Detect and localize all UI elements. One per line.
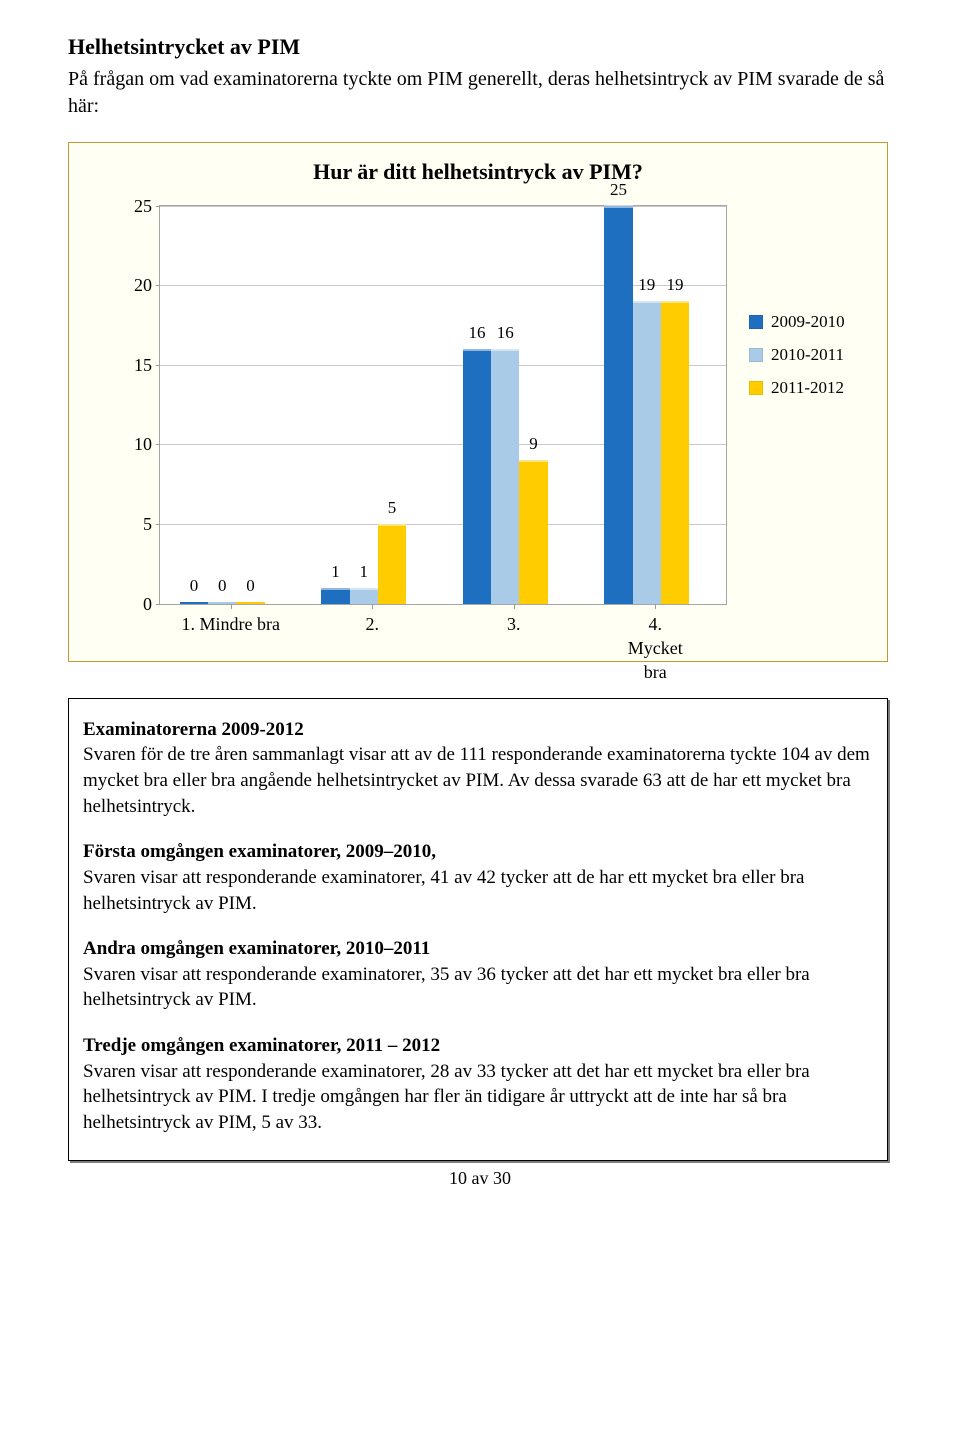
page-number: 10 av 30	[0, 1166, 960, 1190]
chart-container: Hur är ditt helhetsintryck av PIM? 05101…	[68, 142, 888, 662]
commentary-body: Svaren visar att responderande examinato…	[83, 867, 804, 914]
legend-label: 2011-2012	[771, 377, 844, 400]
y-axis-label: 5	[116, 512, 152, 536]
commentary-box: Examinatorerna 2009-2012 Svaren för de t…	[68, 698, 888, 1161]
y-axis-label: 25	[116, 194, 152, 218]
commentary-heading: Examinatorerna 2009-2012	[83, 719, 304, 740]
bar-value-label: 1	[331, 561, 340, 584]
commentary-heading: Andra omgången examinatorer, 2010–2011	[83, 938, 430, 959]
y-axis-label: 15	[116, 353, 152, 377]
intro-paragraph: På frågan om vad examinatorerna tyckte o…	[68, 66, 892, 120]
bar-value-label: 0	[246, 575, 255, 598]
legend-swatch	[749, 315, 763, 329]
chart-bar: 16	[491, 349, 519, 604]
commentary-heading: Tredje omgången examinatorer, 2011 – 201…	[83, 1035, 440, 1056]
bar-value-label: 16	[468, 322, 485, 345]
legend-item: 2011-2012	[749, 377, 869, 400]
y-axis-label: 0	[116, 592, 152, 616]
x-axis-label: 1. Mindre bra	[182, 612, 280, 636]
legend-swatch	[749, 381, 763, 395]
bar-value-label: 9	[529, 433, 538, 456]
chart-bar: 9	[519, 460, 547, 603]
commentary-section: Tredje omgången examinatorer, 2011 – 201…	[83, 1033, 873, 1136]
chart-legend: 2009-2010 2010-2011 2011-2012	[749, 311, 869, 410]
legend-label: 2010-2011	[771, 344, 844, 367]
chart-bar: 19	[633, 301, 661, 603]
x-axis-label: 2.	[366, 612, 380, 636]
page: Helhetsintrycket av PIM På frågan om vad…	[0, 0, 960, 1209]
bar-value-label: 25	[610, 179, 627, 202]
chart-bar: 1	[321, 588, 349, 604]
legend-item: 2009-2010	[749, 311, 869, 334]
chart-bar: 25	[604, 206, 632, 604]
bar-value-label: 0	[218, 575, 227, 598]
chart-title: Hur är ditt helhetsintryck av PIM?	[69, 157, 887, 187]
bar-value-label: 1	[360, 561, 369, 584]
commentary-body: Svaren för de tre åren sammanlagt visar …	[83, 744, 870, 816]
bar-value-label: 16	[497, 322, 514, 345]
commentary-section: Första omgången examinatorer, 2009–2010,…	[83, 839, 873, 916]
chart-bar: 0	[180, 602, 208, 604]
chart-bar: 0	[236, 602, 264, 604]
chart-bar: 1	[350, 588, 378, 604]
chart-bar: 19	[661, 301, 689, 603]
y-axis-label: 20	[116, 273, 152, 297]
page-title: Helhetsintrycket av PIM	[68, 32, 892, 62]
chart-bar: 16	[463, 349, 491, 604]
bar-value-label: 5	[388, 497, 397, 520]
chart-bar: 5	[378, 524, 406, 604]
commentary-section: Andra omgången examinatorer, 2010–2011 S…	[83, 936, 873, 1013]
chart-bar: 0	[208, 602, 236, 604]
legend-swatch	[749, 348, 763, 362]
bar-value-label: 19	[667, 274, 684, 297]
legend-item: 2010-2011	[749, 344, 869, 367]
bar-value-label: 0	[190, 575, 199, 598]
commentary-heading: Första omgången examinatorer, 2009–2010,	[83, 841, 436, 862]
legend-label: 2009-2010	[771, 311, 845, 334]
x-axis-label: 3.	[507, 612, 521, 636]
y-axis-label: 10	[116, 432, 152, 456]
bar-value-label: 19	[638, 274, 655, 297]
commentary-body: Svaren visar att responderande examinato…	[83, 1061, 810, 1133]
commentary-section: Examinatorerna 2009-2012 Svaren för de t…	[83, 717, 873, 820]
chart-plot-area: 05101520251. Mindre bra0002.1153.161694.…	[159, 205, 727, 605]
commentary-body: Svaren visar att responderande examinato…	[83, 964, 810, 1011]
x-axis-label: 4. Mycket bra	[620, 612, 691, 685]
